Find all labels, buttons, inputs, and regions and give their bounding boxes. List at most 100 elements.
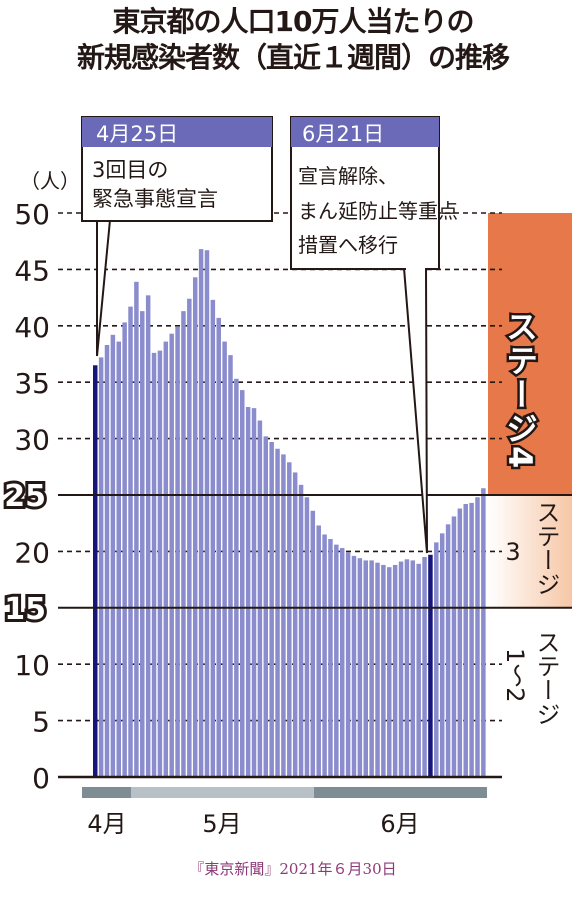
- bar: [157, 350, 163, 777]
- bar: [451, 516, 457, 777]
- y-tick-label: 30: [14, 424, 50, 457]
- bar: [198, 249, 204, 778]
- bar: [428, 554, 433, 777]
- bar: [204, 250, 210, 778]
- bar: [445, 524, 451, 777]
- bar: [93, 365, 98, 777]
- bar: [334, 544, 339, 777]
- bar: [469, 502, 474, 777]
- stage4-label: ステージ4: [501, 310, 539, 470]
- stage3-label-number: 3: [505, 538, 520, 566]
- bar: [263, 436, 269, 777]
- bar: [98, 357, 104, 777]
- bar: [345, 552, 351, 777]
- bar: [463, 504, 468, 777]
- y-tick-labels: 0 5 10 15 20 25 30 35 40 45 50: [1, 198, 50, 795]
- bar: [316, 525, 321, 777]
- month-label: 5月: [202, 810, 241, 838]
- bar: [192, 277, 198, 777]
- chart-title: 東京都の人口10万人当たりの 新規感染者数（直近１週間）の推移: [0, 4, 586, 76]
- bar: [310, 510, 316, 777]
- bar: [257, 420, 263, 777]
- bar: [457, 508, 463, 777]
- bar: [251, 408, 257, 777]
- bars: [93, 249, 486, 778]
- y-tick-label: 15: [4, 592, 46, 627]
- annotation-1-line-2: 緊急事態宣言: [92, 187, 218, 211]
- y-tick-label: 10: [14, 649, 50, 682]
- source-credit: 『東京新聞』2021年６月30日: [189, 860, 397, 878]
- bar: [216, 317, 221, 777]
- bar: [181, 311, 186, 777]
- bar: [234, 378, 239, 777]
- bar: [275, 448, 280, 777]
- bar: [481, 488, 486, 777]
- stage12-label-number: 1〜2: [501, 648, 529, 703]
- bar: [298, 484, 304, 777]
- month-band: 4月 5月 6月: [82, 787, 487, 838]
- bar: [145, 295, 151, 777]
- bar: [104, 344, 110, 777]
- bar: [404, 559, 410, 777]
- bar: [269, 441, 274, 777]
- y-tick-label: 25: [4, 479, 46, 514]
- bar: [387, 567, 392, 777]
- annotation-2-line-1: 宣言解除、: [298, 164, 398, 188]
- bar: [163, 341, 169, 777]
- bar: [140, 311, 145, 777]
- annotation-2-line-2: まん延防止等重点: [298, 199, 458, 223]
- y-tick-label: 20: [14, 536, 50, 569]
- bar: [369, 560, 374, 777]
- y-tick-label: 40: [14, 311, 50, 344]
- bar: [116, 341, 121, 777]
- month-label: 4月: [87, 810, 126, 838]
- bar: [398, 561, 404, 777]
- bar: [240, 390, 245, 777]
- bar: [222, 341, 227, 777]
- title-line-1: 東京都の人口10万人当たりの: [112, 5, 475, 38]
- y-tick-label: 35: [14, 367, 50, 400]
- y-tick-label: 0: [32, 762, 50, 795]
- bar: [328, 538, 333, 777]
- y-tick-label: 45: [14, 254, 50, 287]
- bar: [128, 306, 133, 777]
- bar: [410, 560, 416, 777]
- threshold-lines: [58, 494, 572, 779]
- annotation-2-date: 6月21日: [302, 122, 384, 146]
- stage4-band: [488, 213, 572, 495]
- stage3-label-text: ステージ: [532, 500, 560, 596]
- bar: [363, 560, 368, 777]
- month-band-segment: [314, 787, 487, 798]
- bar: [422, 557, 427, 777]
- bar: [439, 533, 445, 777]
- bar: [357, 558, 363, 777]
- bar: [475, 497, 480, 777]
- month-label: 6月: [380, 810, 419, 838]
- y-unit-label: （人）: [20, 169, 80, 193]
- bar: [304, 497, 310, 777]
- annotation-june-21: 6月21日 宣言解除、 まん延防止等重点 措置へ移行: [290, 116, 458, 554]
- bar: [381, 564, 386, 777]
- bar: [375, 562, 380, 777]
- annotation-april-25: 4月25日 3回目の 緊急事態宣言: [81, 116, 273, 357]
- bar: [134, 281, 139, 777]
- bar: [122, 322, 127, 777]
- bar: [434, 542, 439, 777]
- bar: [392, 564, 398, 777]
- bar: [187, 298, 192, 777]
- bar: [281, 454, 286, 777]
- y-tick-label: 5: [32, 706, 50, 739]
- bar: [292, 472, 298, 777]
- title-line-2: 新規感染者数（直近１週間）の推移: [76, 41, 510, 74]
- bar: [210, 299, 216, 777]
- month-band-segment: [82, 787, 131, 798]
- bar: [110, 334, 116, 777]
- annotation-1-date: 4月25日: [96, 122, 178, 146]
- annotation-1-line-1: 3回目の: [92, 158, 168, 182]
- annotation-2-line-3: 措置へ移行: [298, 233, 398, 257]
- bar: [175, 326, 180, 777]
- bar: [228, 355, 233, 777]
- bar: [416, 563, 421, 777]
- y-tick-label: 50: [14, 198, 50, 231]
